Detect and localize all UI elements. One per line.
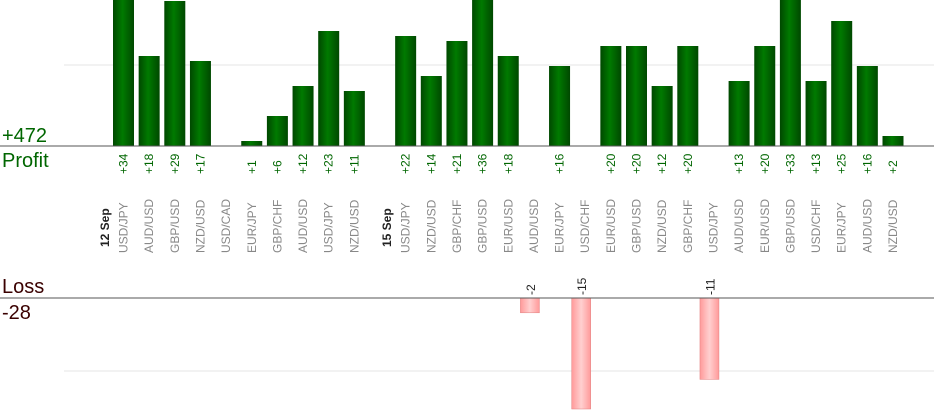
bar-profit bbox=[626, 46, 647, 146]
data-label-profit: +23 bbox=[322, 153, 336, 174]
tick-label: USD/JPY bbox=[706, 202, 720, 253]
bar-profit bbox=[446, 41, 468, 146]
bar-profit bbox=[779, 0, 801, 146]
tick-label: EUR/USD bbox=[501, 199, 515, 253]
bar-profit bbox=[241, 141, 263, 146]
date-label: 15 Sep bbox=[380, 208, 394, 247]
data-label-profit: +11 bbox=[347, 154, 361, 174]
data-label-profit: +25 bbox=[835, 153, 849, 174]
tick-label: EUR/USD bbox=[604, 199, 618, 253]
tick-label: NZD/USD bbox=[886, 199, 900, 253]
data-label-profit: +12 bbox=[296, 153, 310, 174]
data-label-profit: +18 bbox=[142, 153, 156, 174]
bar-profit bbox=[395, 36, 417, 146]
bars bbox=[113, 0, 904, 410]
profit-total: +472 bbox=[2, 125, 48, 147]
loss-total: -28 bbox=[2, 302, 31, 324]
data-label-profit: +33 bbox=[783, 153, 797, 174]
tick-label: GBP/CHF bbox=[270, 200, 284, 253]
tick-label: GBP/USD bbox=[630, 199, 644, 253]
data-label-loss: -11 bbox=[703, 278, 717, 295]
tick-label: AUD/USD bbox=[860, 199, 874, 253]
data-label-profit: +20 bbox=[604, 153, 618, 174]
bar-profit bbox=[805, 81, 827, 146]
bar-loss bbox=[520, 297, 540, 314]
tick-label: USD/CHF bbox=[809, 200, 823, 253]
tick-label: AUD/USD bbox=[527, 199, 541, 253]
data-label-profit: +13 bbox=[732, 153, 746, 174]
bar-profit bbox=[266, 116, 288, 146]
bar-profit bbox=[497, 56, 519, 146]
bar-profit bbox=[189, 61, 211, 146]
bar-profit bbox=[651, 86, 673, 146]
bar-profit bbox=[856, 66, 878, 146]
bar-profit bbox=[138, 56, 160, 146]
data-label-profit: +20 bbox=[681, 153, 695, 174]
bar-profit bbox=[472, 0, 494, 146]
tick-label: EUR/JPY bbox=[835, 202, 849, 253]
data-label-profit: +17 bbox=[193, 153, 207, 174]
tick-label: USD/CHF bbox=[578, 200, 592, 253]
tick-label: USD/JPY bbox=[117, 202, 131, 253]
data-label-profit: +12 bbox=[655, 153, 669, 174]
bar-profit bbox=[113, 0, 134, 146]
tick-label: NZD/USD bbox=[424, 199, 438, 253]
bar-profit bbox=[677, 46, 699, 146]
tick-label: NZD/USD bbox=[655, 199, 669, 253]
data-label-profit: +20 bbox=[630, 153, 644, 174]
bar-profit bbox=[754, 46, 776, 146]
data-label-profit: +16 bbox=[553, 153, 567, 174]
tick-label: EUR/USD bbox=[758, 199, 772, 253]
tick-label: AUD/USD bbox=[732, 199, 746, 253]
tick-label: NZD/USD bbox=[347, 199, 361, 253]
tick-label: USD/JPY bbox=[322, 202, 336, 253]
data-label-profit: +36 bbox=[476, 153, 490, 174]
data-label-loss: -15 bbox=[575, 277, 589, 295]
data-label-profit: +16 bbox=[860, 153, 874, 174]
bar-profit bbox=[831, 21, 853, 146]
date-label: 12 Sep bbox=[98, 208, 112, 247]
loss-label: Loss bbox=[2, 276, 45, 298]
bar-profit bbox=[318, 31, 340, 146]
bar-profit bbox=[728, 81, 750, 146]
data-label-profit: +29 bbox=[168, 153, 182, 174]
data-label-profit: +34 bbox=[117, 153, 131, 174]
bar-loss bbox=[571, 297, 591, 410]
labels: 12 Sep USD/JPY +34 AUD/USD +18 GBP/USD +29 NZD/… bbox=[98, 153, 900, 295]
bar-profit bbox=[343, 91, 365, 146]
tick-label: USD/JPY bbox=[399, 202, 413, 253]
bar-profit bbox=[420, 76, 442, 146]
data-label-loss: -2 bbox=[524, 284, 538, 295]
data-label-profit: +21 bbox=[450, 153, 464, 174]
tick-label: GBP/USD bbox=[168, 199, 182, 253]
data-label-profit: +18 bbox=[501, 153, 515, 174]
bar-profit bbox=[549, 66, 571, 146]
tick-label: GBP/USD bbox=[783, 199, 797, 253]
bar-profit bbox=[882, 136, 904, 146]
data-label-profit: +2 bbox=[886, 160, 900, 174]
tick-label: EUR/JPY bbox=[245, 202, 259, 253]
tick-label: AUD/USD bbox=[296, 199, 310, 253]
profit-label: Profit bbox=[2, 150, 49, 172]
tick-label: GBP/CHF bbox=[681, 200, 695, 253]
tick-label: EUR/JPY bbox=[553, 202, 567, 253]
bar-loss bbox=[699, 297, 720, 380]
data-label-profit: +6 bbox=[270, 160, 284, 174]
tick-label: AUD/USD bbox=[142, 199, 156, 253]
bar-profit bbox=[600, 46, 622, 146]
tick-label: NZD/USD bbox=[193, 199, 207, 253]
bar-profit bbox=[164, 1, 186, 146]
tick-label: GBP/CHF bbox=[450, 200, 464, 253]
tick-label: GBP/USD bbox=[476, 199, 490, 253]
data-label-profit: +14 bbox=[424, 153, 438, 174]
tick-label: USD/CAD bbox=[219, 199, 233, 253]
data-label-profit: +20 bbox=[758, 153, 772, 174]
data-label-profit: +1 bbox=[245, 160, 259, 174]
data-label-profit: +22 bbox=[399, 153, 413, 174]
data-label-profit: +13 bbox=[809, 153, 823, 174]
bar-profit bbox=[292, 86, 314, 146]
